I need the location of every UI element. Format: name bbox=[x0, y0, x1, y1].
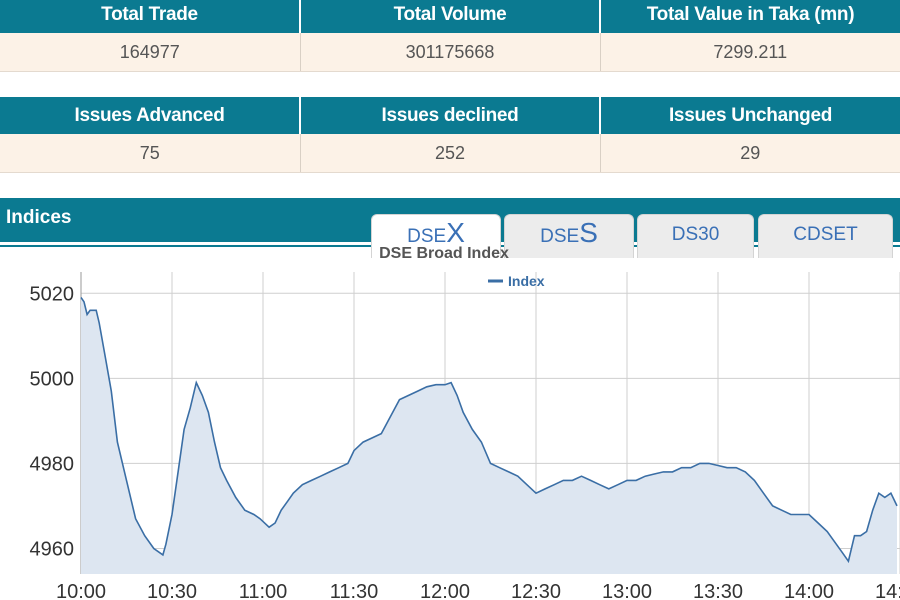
header-issues-advanced: Issues Advanced bbox=[0, 97, 301, 134]
value-issues-unchanged: 29 bbox=[600, 134, 900, 173]
indices-title: Indices bbox=[6, 207, 72, 228]
tab-dses-suffix: S bbox=[579, 217, 598, 248]
issues-summary-table: Issues Advanced Issues declined Issues U… bbox=[0, 97, 900, 173]
x-tick-label: 14:30 bbox=[875, 581, 900, 600]
value-total-trade: 164977 bbox=[0, 33, 301, 72]
y-tick-label: 4980 bbox=[30, 453, 75, 475]
header-total-trade: Total Trade bbox=[0, 0, 301, 33]
index-line bbox=[80, 297, 898, 564]
tab-dses-prefix: DSE bbox=[540, 226, 580, 247]
tab-cdset-label: CDSET bbox=[793, 224, 858, 245]
index-chart: DSE Broad Index Index 10:00 10:30 11:00 11:… bbox=[30, 245, 900, 600]
tab-cdset[interactable]: CDSET bbox=[758, 214, 893, 258]
market-summary-table: Total Trade Total Volume Total Value in … bbox=[0, 0, 900, 72]
x-tick-label: 12:00 bbox=[420, 581, 470, 600]
value-issues-declined: 252 bbox=[300, 134, 601, 173]
value-total-value: 7299.211 bbox=[600, 33, 900, 72]
y-tick-label: 4960 bbox=[30, 538, 75, 560]
x-tick-label: 13:00 bbox=[602, 581, 652, 600]
x-tick-label: 10:00 bbox=[56, 581, 106, 600]
x-tick-label: 11:00 bbox=[239, 581, 288, 600]
x-axis-ticks: 10:00 10:30 11:00 11:30 12:00 12:30 13:00 13:30… bbox=[56, 581, 900, 600]
index-area bbox=[81, 297, 897, 574]
tab-dsex-prefix: DSE bbox=[407, 226, 447, 247]
tab-dsex[interactable]: DSEX bbox=[371, 214, 501, 258]
y-tick-label: 5000 bbox=[30, 368, 75, 390]
header-issues-unchanged: Issues Unchanged bbox=[600, 97, 900, 134]
x-tick-label: 12:30 bbox=[511, 581, 561, 600]
header-total-value: Total Value in Taka (mn) bbox=[600, 0, 900, 33]
header-issues-declined: Issues declined bbox=[300, 97, 601, 134]
tab-ds30[interactable]: DS30 bbox=[637, 214, 754, 258]
header-total-volume: Total Volume bbox=[300, 0, 601, 33]
tab-ds30-label: DS30 bbox=[671, 224, 720, 245]
value-total-volume: 301175668 bbox=[300, 33, 601, 72]
x-tick-label: 14:00 bbox=[784, 581, 834, 600]
y-tick-label: 5020 bbox=[30, 283, 75, 305]
x-tick-label: 11:30 bbox=[330, 581, 379, 600]
legend: Index bbox=[488, 273, 545, 289]
tab-dses[interactable]: DSES bbox=[504, 214, 634, 258]
legend-label-index: Index bbox=[508, 273, 545, 289]
chart-title: DSE Broad Index bbox=[379, 245, 509, 262]
tab-dsex-suffix: X bbox=[446, 217, 465, 248]
y-axis-ticks: 4960 4980 5000 5020 bbox=[30, 283, 75, 560]
value-issues-advanced: 75 bbox=[0, 134, 301, 173]
x-tick-label: 13:30 bbox=[693, 581, 743, 600]
x-tick-label: 10:30 bbox=[147, 581, 197, 600]
